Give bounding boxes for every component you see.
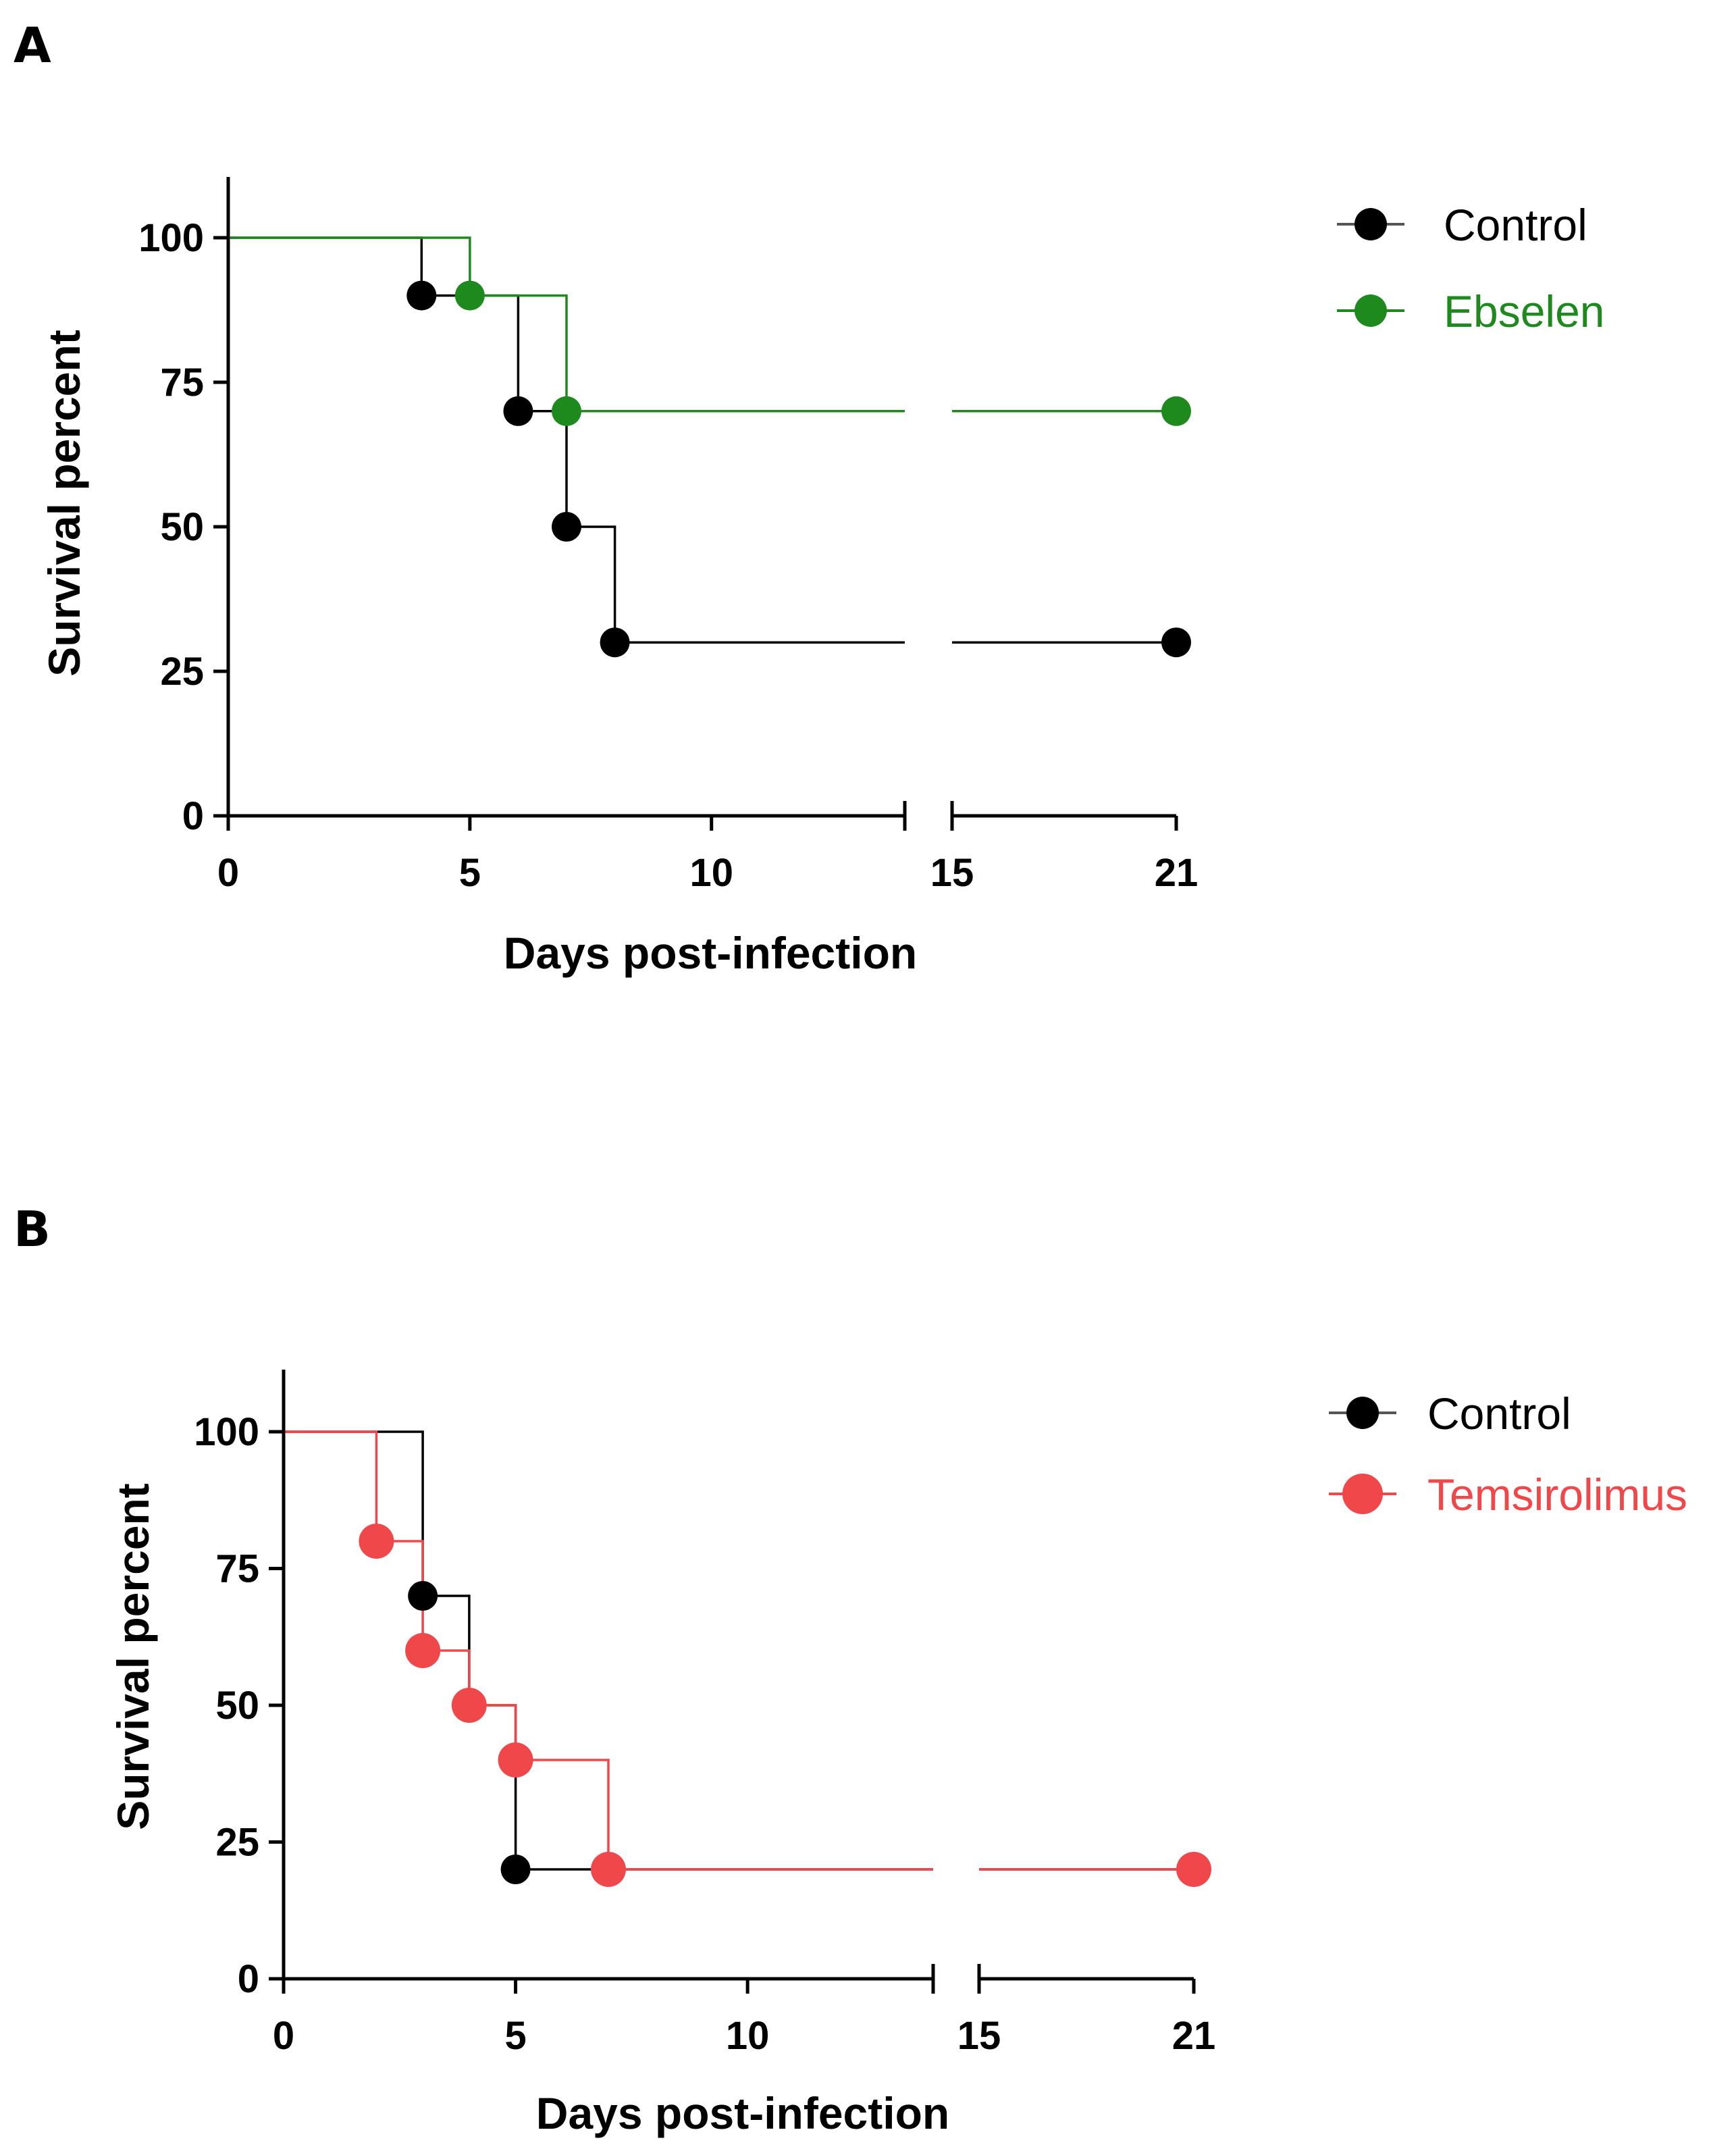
legend-marker [1354, 208, 1387, 240]
data-point-temsirolimus [1176, 1852, 1211, 1887]
data-point-control [503, 396, 533, 426]
x-tick-label: 5 [459, 851, 481, 895]
data-point-ebselen [1161, 396, 1191, 426]
data-point-temsirolimus [451, 1688, 487, 1723]
x-tick-label: 0 [273, 2014, 294, 2058]
y-tick-label: 100 [194, 1410, 259, 1454]
x-axis-title: Days post-infection [504, 928, 917, 978]
legend-item-temsirolimus: Temsirolimus [1329, 1470, 1687, 1520]
data-point-control [406, 280, 437, 311]
x-tick-label: 5 [504, 2014, 526, 2058]
data-point-temsirolimus [359, 1524, 394, 1559]
data-point-control [1161, 627, 1191, 658]
legend-label: Control [1444, 200, 1587, 250]
data-point-ebselen [552, 396, 581, 426]
y-tick-label: 75 [160, 361, 204, 405]
data-point-temsirolimus [405, 1633, 441, 1668]
y-tick-label: 25 [160, 650, 204, 694]
legend-marker [1346, 1397, 1379, 1429]
legend-marker [1342, 1474, 1383, 1514]
y-tick-label: 100 [138, 216, 204, 260]
x-tick-label: 10 [689, 851, 733, 895]
data-point-control [600, 627, 630, 658]
y-tick-label: 0 [182, 794, 204, 838]
panel-a: A 0 25 50 75 100 0 5 10 15 21 Days post-infection… [14, 17, 1605, 978]
panel-letter: A [14, 17, 51, 74]
legend-item-ebselen: Ebselen [1337, 286, 1605, 336]
data-point-temsirolimus [498, 1742, 533, 1778]
y-tick-label: 50 [215, 1684, 259, 1728]
x-axis-title: Days post-infection [536, 2088, 949, 2138]
data-point-ebselen [454, 280, 485, 311]
x-tick-label: 15 [930, 851, 974, 895]
panel-letter: B [14, 1201, 51, 1258]
data-point-control [552, 512, 581, 542]
series-line-control [228, 236, 905, 644]
legend: Control Ebselen [1337, 200, 1605, 336]
data-point-control [408, 1581, 438, 1611]
data-point-temsirolimus [591, 1852, 626, 1887]
y-axis-title: Survival percent [39, 330, 89, 677]
panel-b: B 0 25 50 75 100 0 5 10 15 21 Days post-infection… [14, 1201, 1687, 2138]
y-axis-title: Survival percent [108, 1483, 158, 1830]
y-tick-label: 0 [238, 1957, 259, 2001]
legend-label: Temsirolimus [1427, 1470, 1687, 1520]
y-tick-label: 75 [215, 1547, 259, 1591]
series-line-ebselen [228, 236, 905, 413]
data-point-control [500, 1855, 531, 1884]
y-tick-label: 50 [160, 505, 204, 549]
legend-marker [1354, 294, 1387, 327]
legend-item-control: Control [1329, 1389, 1571, 1439]
series-line-temsirolimus [284, 1430, 933, 1871]
x-tick-label: 15 [957, 2014, 1001, 2058]
legend: Control Temsirolimus [1329, 1389, 1687, 1520]
legend-label: Control [1427, 1389, 1571, 1439]
legend-label: Ebselen [1444, 286, 1605, 336]
y-tick-label: 25 [215, 1821, 259, 1865]
x-tick-label: 10 [726, 2014, 770, 2058]
x-tick-label: 21 [1172, 2014, 1216, 2058]
x-tick-label: 0 [217, 851, 239, 895]
legend-item-control: Control [1337, 200, 1587, 250]
x-tick-label: 21 [1155, 851, 1199, 895]
